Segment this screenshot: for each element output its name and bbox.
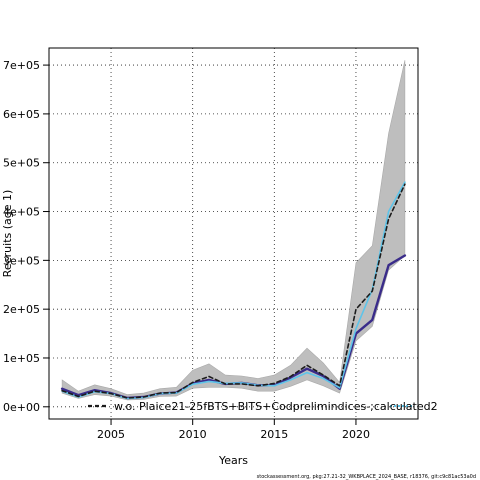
y-tick-label: 5e+05: [3, 157, 40, 170]
y-tick-label: 2e+05: [3, 303, 40, 316]
footer-note: stockassessment.org, pkg:27.21-32_WKBPLA…: [257, 474, 476, 480]
confidence-band-group: [61, 60, 406, 401]
legend: w.o. Plaice21-25fBTS+BITS+Codprelimindic…: [88, 400, 438, 413]
y-axis-title: Recruits (age 1): [1, 190, 14, 278]
y-axis: 0e+00 1e+05 2e+05 3e+05 4e+05 5e+05 6e+05 7e+05: [3, 59, 49, 414]
y-tick-label: 0e+00: [3, 401, 40, 414]
series-lines-group: [60, 181, 407, 400]
x-axis: 2005 2010 2015 2020: [97, 419, 370, 441]
x-axis-title: Years: [218, 454, 248, 467]
plot-frame: [48, 47, 419, 420]
y-tick-label: 1e+05: [3, 352, 40, 365]
grid-lines: [49, 48, 418, 419]
y-tick-label: 4e+05: [3, 206, 40, 219]
y-tick-label: 3e+05: [3, 254, 40, 267]
series-line-black-dashed: [61, 183, 406, 399]
x-tick-label: 2020: [342, 428, 370, 441]
y-tick-label: 7e+05: [3, 59, 40, 72]
confidence-band: [61, 60, 406, 401]
x-tick-label: 2015: [260, 428, 288, 441]
x-tick-label: 2010: [179, 428, 207, 441]
x-tick-label: 2005: [97, 428, 125, 441]
y-tick-label: 6e+05: [3, 108, 40, 121]
legend-label: w.o. Plaice21-25fBTS+BITS+Codprelimindic…: [114, 400, 438, 413]
